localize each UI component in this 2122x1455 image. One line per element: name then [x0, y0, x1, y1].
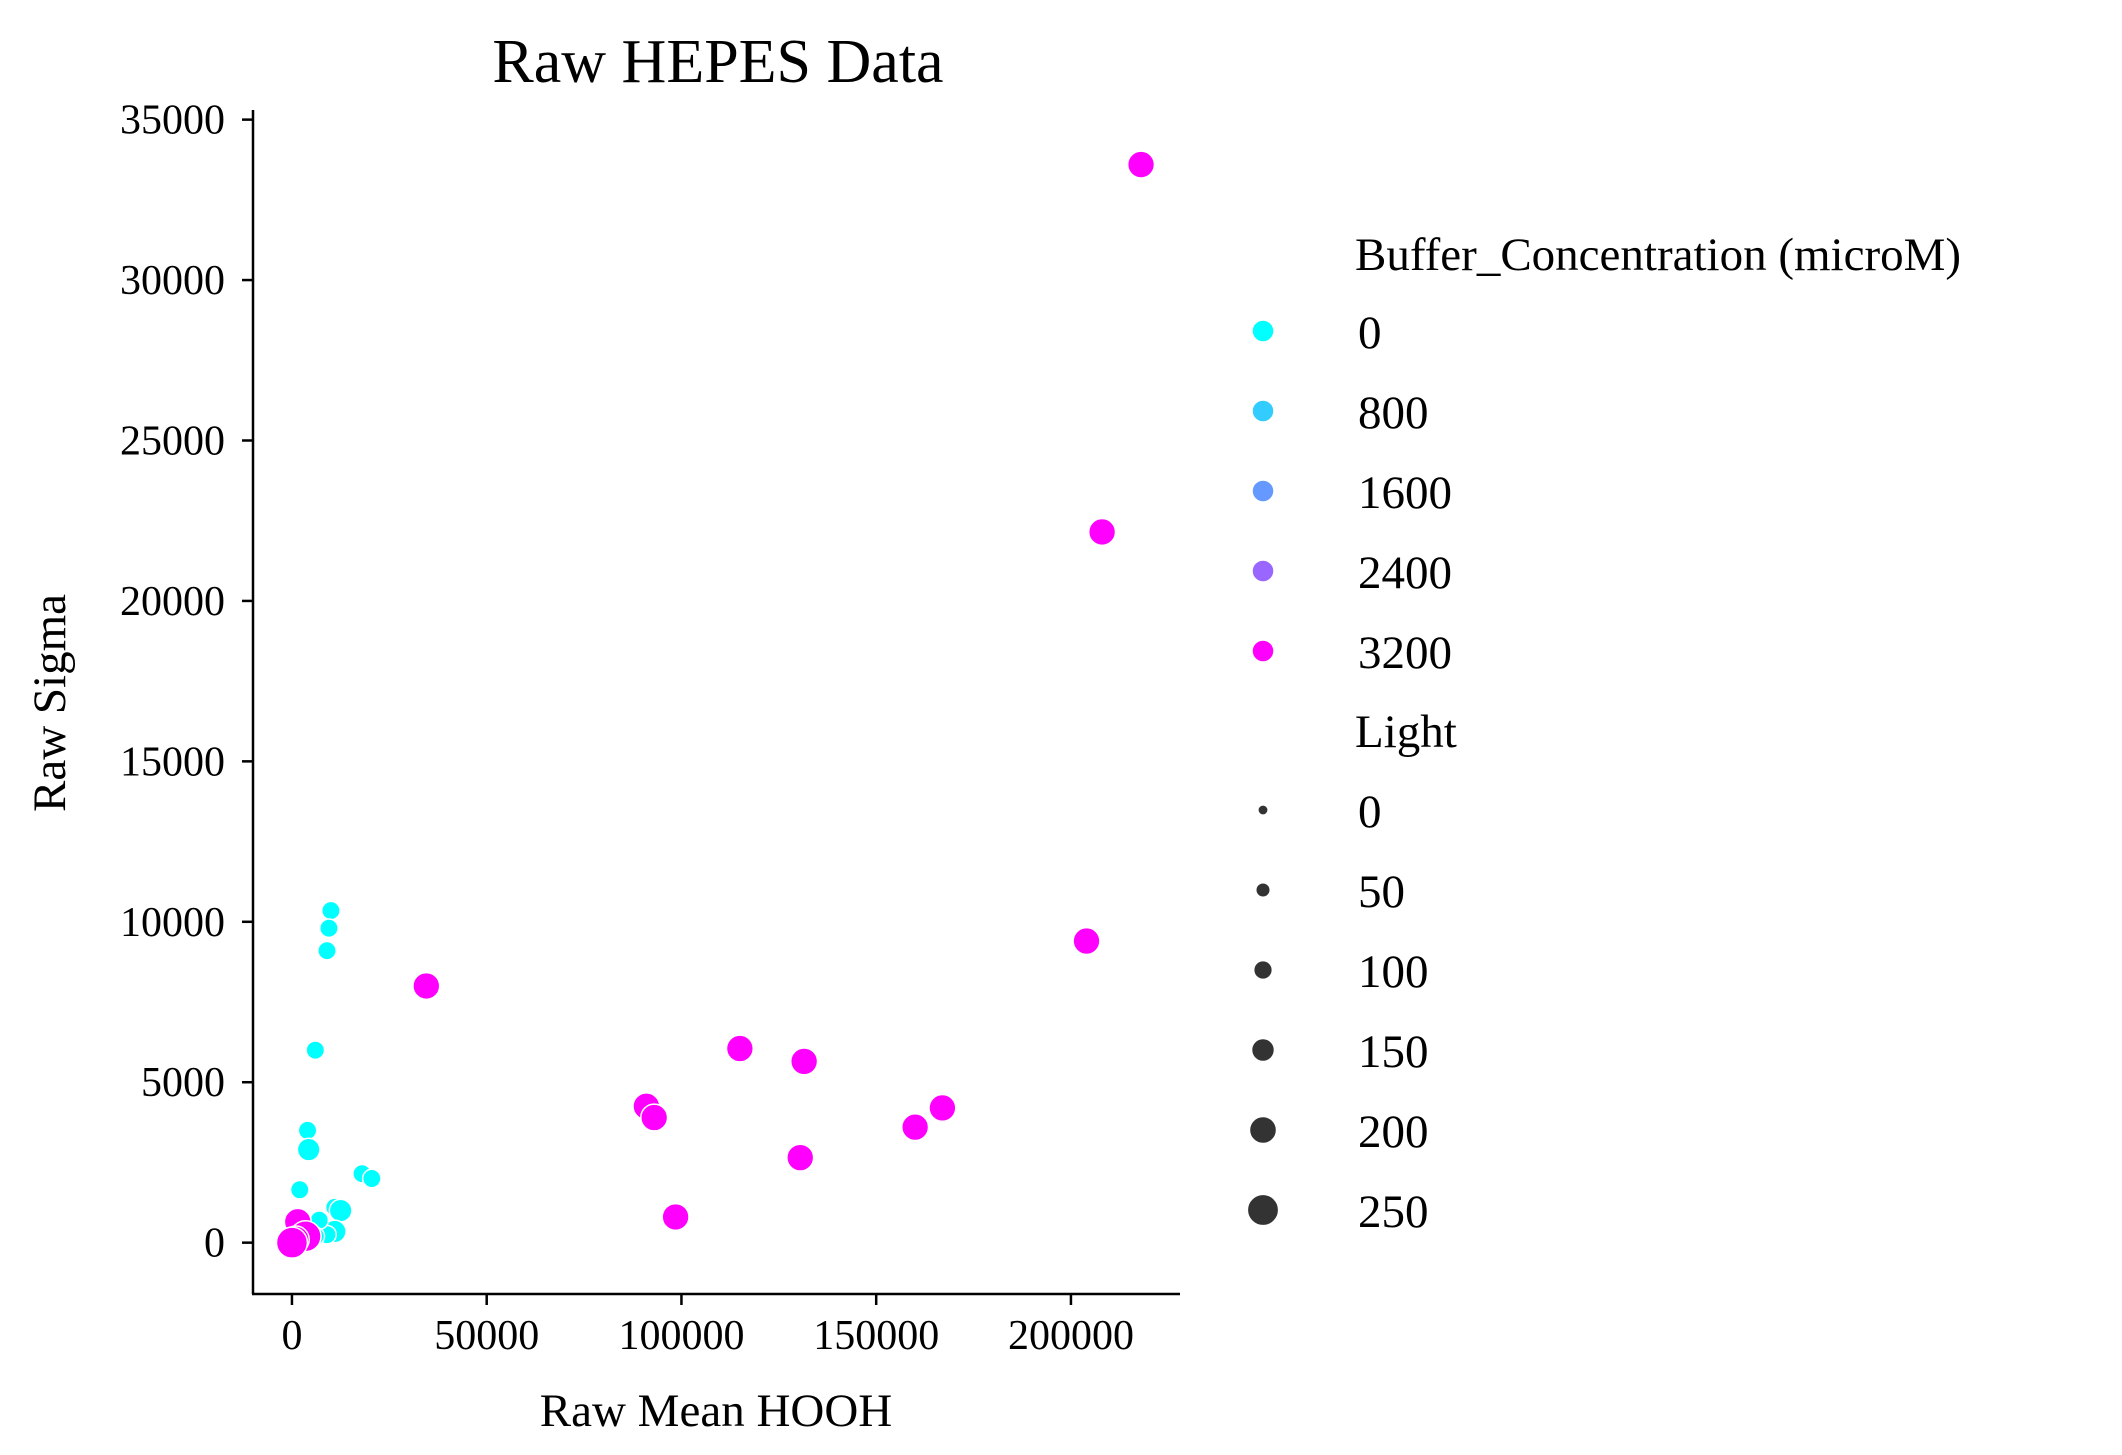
- data-points: [275, 150, 1156, 1259]
- y-axis-ticks: 0 5000 10000 15000 20000 25000 30000 35000: [120, 98, 253, 1267]
- legend-size-label: 250: [1358, 1186, 1429, 1238]
- legend-hue-marker: [1251, 479, 1275, 503]
- legend-size-label: 200: [1358, 1106, 1429, 1158]
- legend-hue-entries: 0 800 1600 2400 3200: [1251, 307, 1452, 679]
- legend-hue-title: Buffer_Concentration (microM): [1355, 229, 1961, 281]
- data-point-buffer-3200: [789, 1047, 819, 1076]
- x-axis-label: Raw Mean HOOH: [540, 1385, 892, 1437]
- data-point-buffer-3200: [1126, 150, 1156, 179]
- legend-size-label: 50: [1358, 866, 1405, 918]
- x-tick-label: 150000: [813, 1313, 939, 1359]
- legend-hue-marker: [1251, 399, 1275, 423]
- data-point-buffer-0: [319, 918, 339, 939]
- legend-size-label: 100: [1358, 946, 1429, 998]
- legend-hue-marker: [1251, 639, 1275, 663]
- data-point-buffer-3200: [900, 1112, 930, 1142]
- y-tick-label: 30000: [120, 258, 225, 304]
- chart-title: Raw HEPES Data: [492, 28, 943, 96]
- data-point-buffer-0: [289, 1179, 310, 1200]
- legend-hue-label: 3200: [1358, 627, 1452, 679]
- y-tick-label: 15000: [120, 739, 225, 785]
- data-point-buffer-0: [305, 1040, 326, 1061]
- x-tick-label: 100000: [618, 1313, 744, 1359]
- legend-size-title: Light: [1355, 706, 1457, 758]
- data-point-buffer-0: [317, 940, 337, 961]
- legend-hue-label: 2400: [1358, 547, 1452, 599]
- legend-size-marker: [1257, 804, 1269, 816]
- legend-hue-label: 0: [1358, 307, 1382, 359]
- x-tick-label: 50000: [434, 1313, 539, 1359]
- legend-size-marker: [1246, 1193, 1280, 1227]
- legend-hue-label: 1600: [1358, 467, 1452, 519]
- legend-size-marker: [1255, 882, 1271, 898]
- y-tick-label: 5000: [141, 1060, 225, 1106]
- data-point-buffer-3200: [640, 1103, 669, 1132]
- plot-area: 0 50000 100000 150000 200000 0 5000 10000 15000…: [120, 98, 1180, 1359]
- legend-hue-label: 800: [1358, 387, 1429, 439]
- data-point-buffer-3200: [1072, 926, 1101, 956]
- y-tick-label: 25000: [120, 418, 225, 464]
- legend-size-entries: 0 50 100 150 200 250: [1246, 786, 1429, 1238]
- data-point-buffer-3200: [928, 1093, 957, 1123]
- data-point-buffer-3200: [661, 1202, 690, 1232]
- legend-size-marker: [1251, 1038, 1275, 1062]
- legend-size-marker: [1248, 1115, 1277, 1144]
- data-point-buffer-3200: [275, 1226, 309, 1259]
- legend-size-label: 0: [1358, 786, 1382, 838]
- legend-hue-marker: [1251, 559, 1275, 583]
- data-point-buffer-0: [361, 1168, 382, 1189]
- y-tick-label: 35000: [120, 98, 225, 144]
- x-tick-label: 200000: [1008, 1313, 1134, 1359]
- x-tick-label: 0: [281, 1313, 302, 1359]
- y-axis-label: Raw Sigma: [24, 594, 76, 812]
- data-point-buffer-3200: [1087, 517, 1117, 547]
- data-point-buffer-3200: [786, 1143, 815, 1172]
- y-tick-label: 10000: [120, 900, 225, 946]
- data-point-buffer-0: [296, 1137, 321, 1162]
- y-tick-label: 20000: [120, 579, 225, 625]
- data-point-buffer-3200: [412, 971, 441, 1001]
- data-point-buffer-0: [320, 900, 341, 921]
- legend-hue-marker: [1251, 319, 1275, 343]
- data-point-buffer-0: [328, 1198, 353, 1223]
- x-axis-ticks: 0 50000 100000 150000 200000: [281, 1294, 1134, 1359]
- data-point-buffer-3200: [725, 1034, 755, 1063]
- y-tick-label: 0: [204, 1221, 225, 1267]
- data-point-buffer-0: [297, 1120, 318, 1141]
- legend: Buffer_Concentration (microM) 0 800 1600 24…: [1246, 229, 1961, 1238]
- legend-size-marker: [1253, 960, 1273, 980]
- legend-size-label: 150: [1358, 1026, 1429, 1078]
